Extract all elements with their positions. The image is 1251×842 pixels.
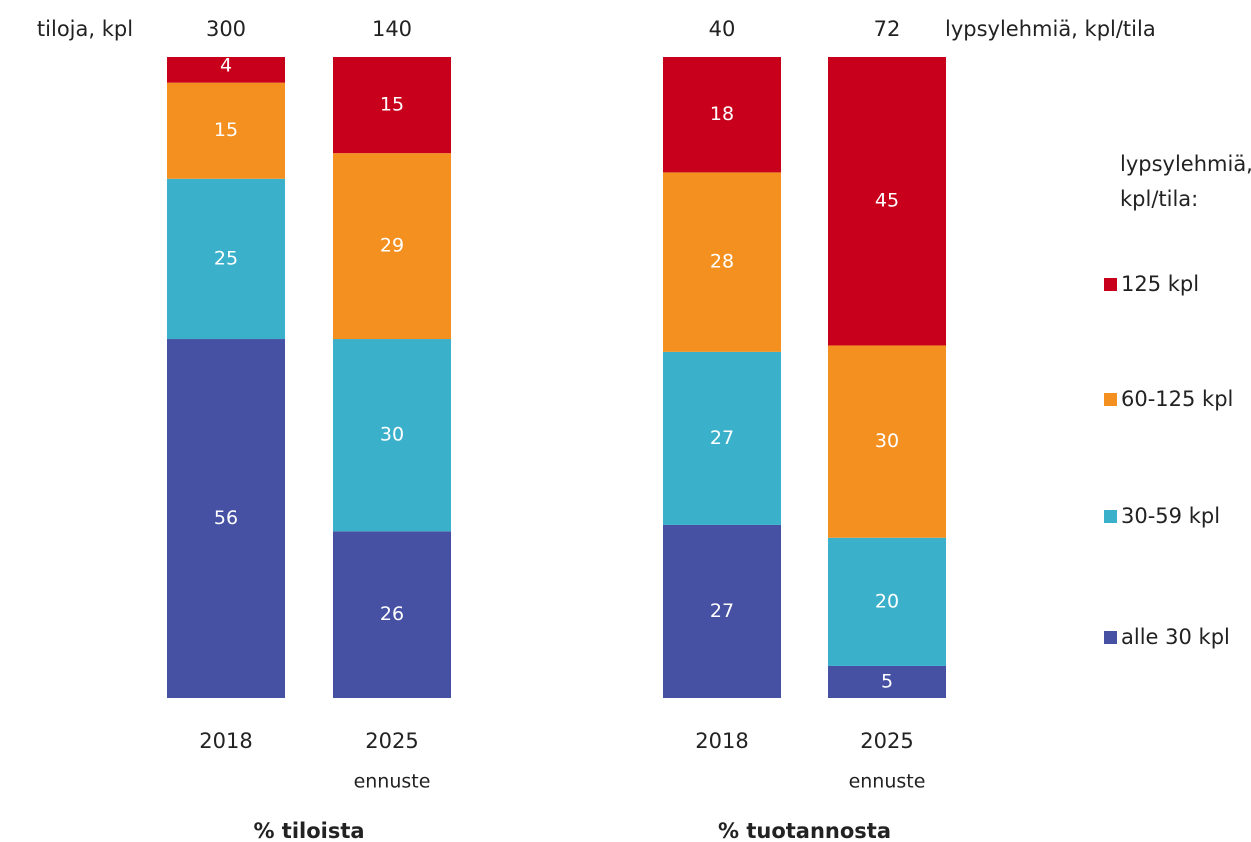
data-label: 15 [214,119,238,141]
total-label: 40 [709,17,736,41]
x-tick-sublabel: ennuste [354,771,431,793]
data-label: 56 [214,507,238,529]
bar-segment [167,57,285,83]
totals-title: tiloja, kpl [37,17,133,41]
data-label: 4 [220,54,232,76]
data-label: 30 [380,424,404,446]
data-label: 18 [710,103,734,125]
data-label: 27 [710,427,734,449]
bar-segment [333,531,451,698]
bar-segment [663,524,781,698]
legend-swatch [1104,278,1117,291]
total-label: 140 [372,17,412,41]
bar-segment [663,57,781,173]
bar-segment [663,172,781,352]
bar-segment [828,665,946,698]
data-label: 29 [380,235,404,257]
data-label: 26 [380,603,404,625]
x-tick-label: 2025 [860,729,913,753]
legend-label: 125 kpl [1121,272,1199,296]
legend-title: kpl/tila: [1120,187,1198,211]
legend-swatch [1104,393,1117,406]
data-label: 27 [710,600,734,622]
bar-segment [333,153,451,340]
data-label: 45 [875,190,899,212]
bar-segment [333,57,451,154]
x-axis-title: % tiloista [253,819,364,842]
x-axis-title: % tuotannosta [718,819,891,842]
x-tick-sublabel: ennuste [849,771,926,793]
bar-segment [828,345,946,538]
legend-label: alle 30 kpl [1121,625,1230,649]
x-tick-label: 2018 [695,729,748,753]
bar-segment [828,537,946,666]
legend-label: 30-59 kpl [1121,504,1220,528]
bar-segment [663,351,781,525]
data-label: 28 [710,251,734,273]
data-label: 20 [875,590,899,612]
data-label: 30 [875,430,899,452]
total-label: 72 [874,17,901,41]
bar-segment [167,339,285,698]
bar-segment [167,178,285,340]
data-label: 15 [380,94,404,116]
data-label: 5 [881,670,893,692]
totals-title: lypsylehmiä, kpl/tila [945,17,1156,41]
bar-segment [828,57,946,346]
legend-swatch [1104,510,1117,523]
total-label: 300 [206,17,246,41]
x-tick-label: 2025 [365,729,418,753]
x-tick-label: 2018 [199,729,252,753]
legend-label: 60-125 kpl [1121,387,1233,411]
bar-segment [333,339,451,532]
bar-segment [167,82,285,179]
data-label: 25 [214,247,238,269]
legend-title: lypsylehmiä, [1120,152,1251,176]
legend-swatch [1104,631,1117,644]
